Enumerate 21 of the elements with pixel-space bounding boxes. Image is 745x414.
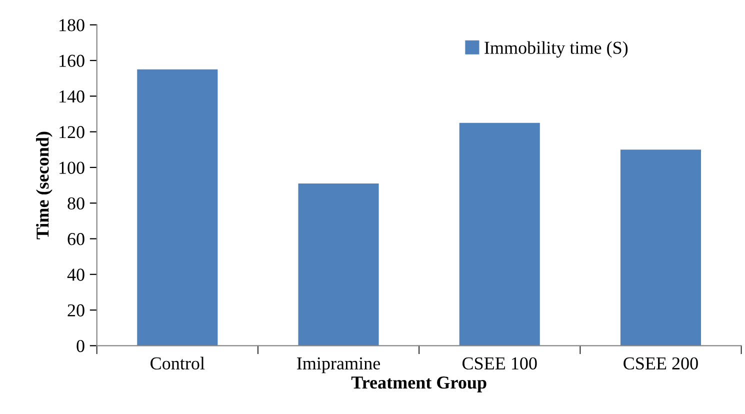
y-tick-label: 0 [76,340,84,352]
y-tick-label: 20 [68,304,84,316]
y-tick-label: 120 [60,126,84,138]
y-tick-label: 60 [68,232,84,246]
x-tick-label: Control [150,356,205,370]
bar [620,150,701,346]
y-axis-title: Time (second) [36,132,52,240]
y-tick-label: 140 [60,90,84,103]
y-tick-label: 100 [60,162,84,174]
y-tick-label: 160 [60,54,84,67]
legend-label: Immobility time (S) [484,41,628,58]
y-tick-label: 180 [60,19,84,32]
x-tick-label: CSEE 100 [462,357,537,370]
bar [137,69,218,346]
bar [459,122,540,346]
x-tick-label: CSEE 200 [624,357,698,370]
x-axis-title: Treatment Group [351,376,486,392]
bar [298,183,379,346]
y-tick-label: 80 [68,197,84,210]
x-tick-label: Imipramine [297,357,380,374]
y-tick-label: 40 [67,268,84,281]
